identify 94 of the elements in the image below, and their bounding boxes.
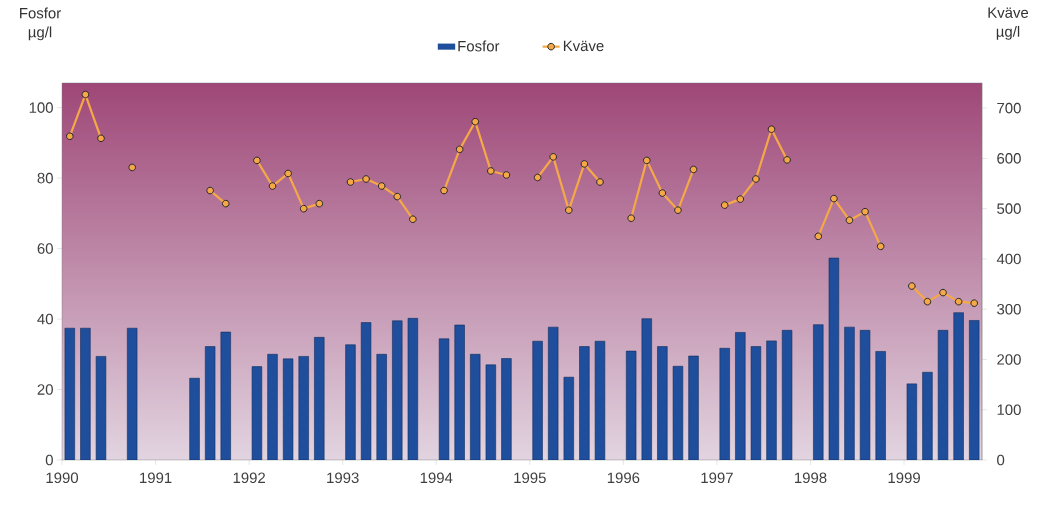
point [627,214,635,222]
bar [953,312,964,460]
point [970,299,979,307]
point [221,199,230,208]
point [876,242,885,251]
point [549,153,557,161]
x-tick-label: 1994 [420,472,453,484]
y-tick-label: 20 [37,384,53,395]
point [923,297,932,306]
point [284,169,292,178]
x-tick-label: 1993 [327,472,359,484]
point [783,156,791,164]
point [642,156,651,165]
y2-tick-label: 700 [997,102,1021,114]
y-axis-title: Fosfor µg/l [20,7,61,41]
point [658,189,667,197]
point [471,117,480,126]
point [409,215,417,224]
point [767,125,776,134]
point [861,207,869,216]
point [533,173,542,182]
y-tick-label: 60 [37,243,53,254]
y2-tick-label: 200 [997,354,1021,365]
y2-tick-label: 400 [996,253,1021,265]
x-tick-label: 1999 [888,472,920,484]
x-tick-label: 1992 [233,472,265,484]
bar [454,324,465,460]
bar [376,353,387,460]
x-tick-label: 1990 [46,472,79,484]
point [81,90,90,99]
point [908,282,916,290]
x-tick-label: 1991 [140,472,172,484]
bar [267,353,278,460]
bar [314,337,325,460]
point [674,206,682,214]
y2-axis-title: Kväve µg/l [988,7,1029,40]
bar [189,377,200,460]
bar [735,332,746,460]
point [299,204,308,213]
point [393,192,402,201]
point [268,182,277,190]
bar [922,371,933,460]
y-tick-label: 100 [29,102,53,113]
y-tick-label: 0 [45,454,53,466]
point [564,206,573,214]
y2-tick-label: 500 [997,203,1021,214]
bar [345,344,356,460]
point [315,199,324,208]
bar [844,326,855,460]
point [830,194,838,203]
legend-label: Kväve [563,40,604,52]
legend-label: Fosfor [458,40,500,52]
point [954,297,963,306]
x-tick-label: 1995 [514,472,546,484]
point [362,175,370,183]
bar [80,327,91,460]
point [502,171,511,179]
point [939,288,947,297]
point [580,160,589,168]
y2-tick-label: 0 [997,454,1005,466]
point [128,163,136,172]
x-tick-label: 1998 [795,472,827,484]
point [736,195,745,203]
y-tick-label: 80 [37,172,53,184]
bar [875,351,886,460]
point [377,182,386,190]
bar [766,340,777,460]
point [845,216,854,225]
point [689,165,698,174]
point [97,134,105,143]
bar [501,358,512,460]
y2-tick-label: 300 [997,303,1021,315]
point [440,186,448,195]
point [814,232,823,241]
bar [657,346,668,460]
point [455,145,464,154]
point [66,132,74,141]
y2-tick-label: 600 [997,153,1021,164]
point [346,178,355,186]
y2-tick-label: 100 [997,404,1021,415]
point [253,156,261,165]
y-tick-label: 40 [37,313,53,325]
bar [532,340,543,460]
point [487,167,495,175]
point [752,175,760,183]
point [596,178,604,186]
point [206,186,214,195]
bar [298,356,309,460]
bar [813,324,824,460]
bar [579,346,590,460]
bar [688,355,699,460]
x-tick-label: 1997 [701,472,733,484]
point [720,201,729,209]
x-tick-label: 1996 [607,472,640,484]
